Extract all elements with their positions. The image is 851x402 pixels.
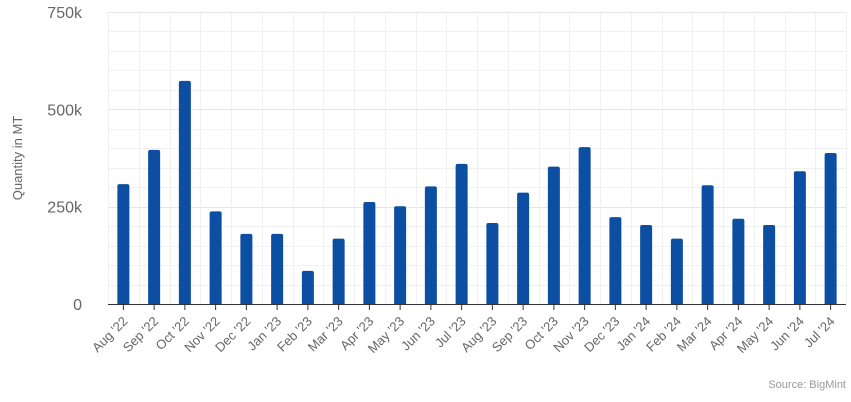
- bar: [455, 163, 468, 304]
- bar: [732, 218, 745, 304]
- x-tick-label: Mar '24: [674, 314, 715, 355]
- y-axis-title: Quantity in MT: [10, 116, 25, 201]
- y-tick-label: 0: [73, 297, 82, 314]
- bars: [117, 80, 837, 304]
- bar: [117, 184, 130, 304]
- x-tick-label: Mar '23: [305, 314, 346, 355]
- x-tick-label: Jun '24: [767, 314, 807, 354]
- bar: [363, 201, 376, 304]
- bar: [547, 166, 560, 304]
- y-axis-tick-labels: 0 250k 500k 750k: [47, 5, 83, 314]
- bar: [424, 186, 437, 304]
- bar: [763, 224, 776, 304]
- bar: [240, 233, 253, 304]
- x-tick-label: Jul '24: [801, 314, 838, 351]
- source-note: Source: BigMint: [768, 379, 846, 391]
- x-tick-label: Jun '23: [398, 314, 438, 354]
- bar: [486, 223, 499, 304]
- bar: [824, 152, 837, 304]
- bar: [517, 192, 530, 304]
- bar: [301, 270, 314, 304]
- y-tick-label: 500k: [47, 102, 83, 119]
- bar: [209, 211, 222, 304]
- y-tick-label: 250k: [47, 200, 83, 217]
- grid: [108, 12, 847, 304]
- bar: [793, 171, 806, 304]
- bar: [148, 149, 161, 304]
- bar: [332, 238, 345, 304]
- bar: [578, 147, 591, 304]
- bar: [640, 224, 653, 304]
- bar: [670, 238, 683, 304]
- bar: [178, 80, 191, 304]
- bar: [271, 233, 284, 304]
- y-tick-label: 750k: [47, 5, 83, 22]
- bar: [701, 185, 714, 304]
- bar: [609, 217, 622, 304]
- bar: [394, 206, 407, 304]
